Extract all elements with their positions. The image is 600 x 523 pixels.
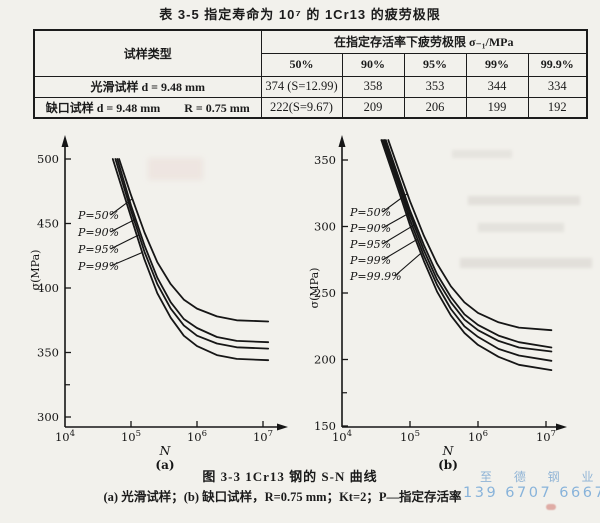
figure-caption-title: 图 3-3 1Cr13 钢的 S-N 曲线 — [202, 469, 378, 484]
x-tick-label: 107 — [253, 429, 273, 444]
chart-subtitle: (b) — [438, 458, 458, 472]
curve-label: P=95% — [349, 238, 391, 251]
curve-label: P=90% — [349, 222, 391, 235]
y-tick-label: 150 — [314, 419, 336, 433]
x-tick-label: 106 — [468, 429, 488, 444]
sn-curve-P=95% — [114, 158, 270, 350]
percent-col-header: 99.9% — [527, 52, 588, 77]
curve-label: P=50% — [77, 209, 119, 222]
col-header-specimen-type: 试样类型 — [33, 29, 262, 77]
sn-curve-P=99.9% — [380, 139, 553, 372]
x-tick-label: 104 — [55, 429, 75, 444]
fatigue-limit-value-cell: 358 — [341, 75, 405, 98]
specimen-type-cell: 光滑试样 d = 9.48 mm — [33, 75, 262, 98]
leader-line — [394, 252, 422, 277]
fatigue-limit-value-cell: 334 — [527, 75, 588, 98]
leader-line — [382, 211, 411, 229]
x-tick-label: 104 — [332, 429, 352, 444]
x-axis-label: N — [159, 443, 172, 458]
sn-chart-notched-specimen: 150 200 250 300 350 104 105 106 107 N(b) σ(MPa) P=5… — [308, 135, 567, 472]
sn-curve-P=90% — [384, 139, 553, 349]
fatigue-limit-table: 试样类型 在指定存活率下疲劳极限 σ₋₁/MPa 50% 90% 95% 99% 99.… — [33, 29, 589, 119]
curve-label: P=90% — [77, 226, 119, 239]
curve-label: P=99% — [349, 254, 391, 267]
table-row: 光滑试样 d = 9.48 mm 374 (S=12.99) 358 353 344 33… — [33, 75, 588, 98]
figure-caption-subtitle: (a) 光滑试样；(b) 缺口试样，R=0.75 mm；Kt=2；P—指定存活率 — [103, 490, 462, 504]
col-group-header-fatigue-limit: 在指定存活率下疲劳极限 σ₋₁/MPa — [260, 29, 588, 54]
fatigue-limit-value-cell: 192 — [527, 96, 588, 119]
curve-label: P=99.9% — [349, 270, 402, 283]
fatigue-limit-value-cell: 206 — [403, 96, 467, 119]
fatigue-limit-value-cell: 374 (S=12.99) — [260, 75, 343, 98]
sn-curve-P=95% — [383, 139, 553, 353]
fatigue-limit-value-cell: 344 — [465, 75, 529, 98]
x-tick-label: 105 — [121, 429, 141, 444]
sn-curve-P=50% — [118, 158, 270, 323]
sn-curve-P=90% — [116, 158, 270, 344]
table-header-row: 试样类型 在指定存活率下疲劳极限 σ₋₁/MPa — [33, 29, 588, 77]
leader-line — [110, 198, 133, 216]
watermark: 至 德 钢 业 139 6707 6667 — [463, 470, 600, 501]
y-tick-label: 350 — [37, 346, 59, 360]
percent-col-header: 50% — [260, 52, 343, 77]
y-tick-label: 450 — [37, 217, 59, 231]
y-axis-label: σ(MPa) — [29, 250, 42, 291]
y-tick-label: 350 — [314, 153, 336, 167]
table-row: 缺口试样 d = 9.48 mm R = 0.75 mm 222(S=9.67) 2… — [33, 96, 588, 119]
fatigue-limit-value-cell: 199 — [465, 96, 529, 119]
y-axis-arrow — [338, 135, 346, 147]
y-tick-label: 250 — [314, 286, 336, 300]
x-tick-label: 106 — [187, 429, 207, 444]
curve-label: P=50% — [349, 206, 391, 219]
y-tick-label: 200 — [314, 353, 336, 367]
percent-col-header: 99% — [465, 52, 529, 77]
fatigue-limit-value-cell: 209 — [341, 96, 405, 119]
leader-line — [110, 251, 143, 267]
chart-subtitle: (a) — [155, 458, 174, 472]
percent-col-header: 90% — [341, 52, 405, 77]
sn-curve-P=99% — [111, 158, 270, 362]
specimen-type-cell: 缺口试样 d = 9.48 mm R = 0.75 mm — [33, 96, 262, 119]
table-title: 表 3-5 指定寿命为 10⁷ 的 1Cr13 的疲劳极限 — [159, 7, 441, 22]
y-axis-label: σ(MPa) — [308, 268, 321, 309]
x-tick-label: 107 — [536, 429, 556, 444]
x-tick-label: 105 — [400, 429, 420, 444]
leader-line — [382, 224, 415, 245]
leader-line — [382, 238, 418, 261]
y-tick-label: 300 — [314, 220, 336, 234]
fatigue-limit-value-cell: 222(S=9.67) — [260, 96, 343, 119]
sn-chart-smooth-specimen: 300 350 400 450 500 104 105 106 107 N(a) σ(MPa) P=5… — [29, 135, 288, 472]
x-axis-label: N — [442, 443, 455, 458]
x-axis-arrow — [556, 423, 567, 431]
curve-label: P=99% — [77, 260, 119, 273]
fatigue-limit-value-cell: 353 — [403, 75, 467, 98]
leader-line — [110, 234, 140, 250]
watermark-company: 至 德 钢 业 — [480, 470, 600, 484]
leader-line — [110, 218, 136, 233]
table-subheader-row: 50% 90% 95% 99% 99.9% — [34, 52, 588, 77]
curve-label: P=95% — [77, 243, 119, 256]
y-tick-label: 300 — [37, 410, 59, 424]
x-axis-arrow — [277, 423, 288, 431]
y-tick-label: 500 — [37, 152, 59, 166]
sn-curve-P=99% — [382, 139, 553, 362]
percent-col-header: 95% — [403, 52, 467, 77]
sn-curve-P=50% — [387, 139, 553, 332]
y-axis-arrow — [61, 135, 69, 147]
leader-line — [382, 193, 408, 213]
watermark-phone: 139 6707 6667 — [463, 484, 600, 501]
y-tick-label: 400 — [37, 281, 59, 295]
